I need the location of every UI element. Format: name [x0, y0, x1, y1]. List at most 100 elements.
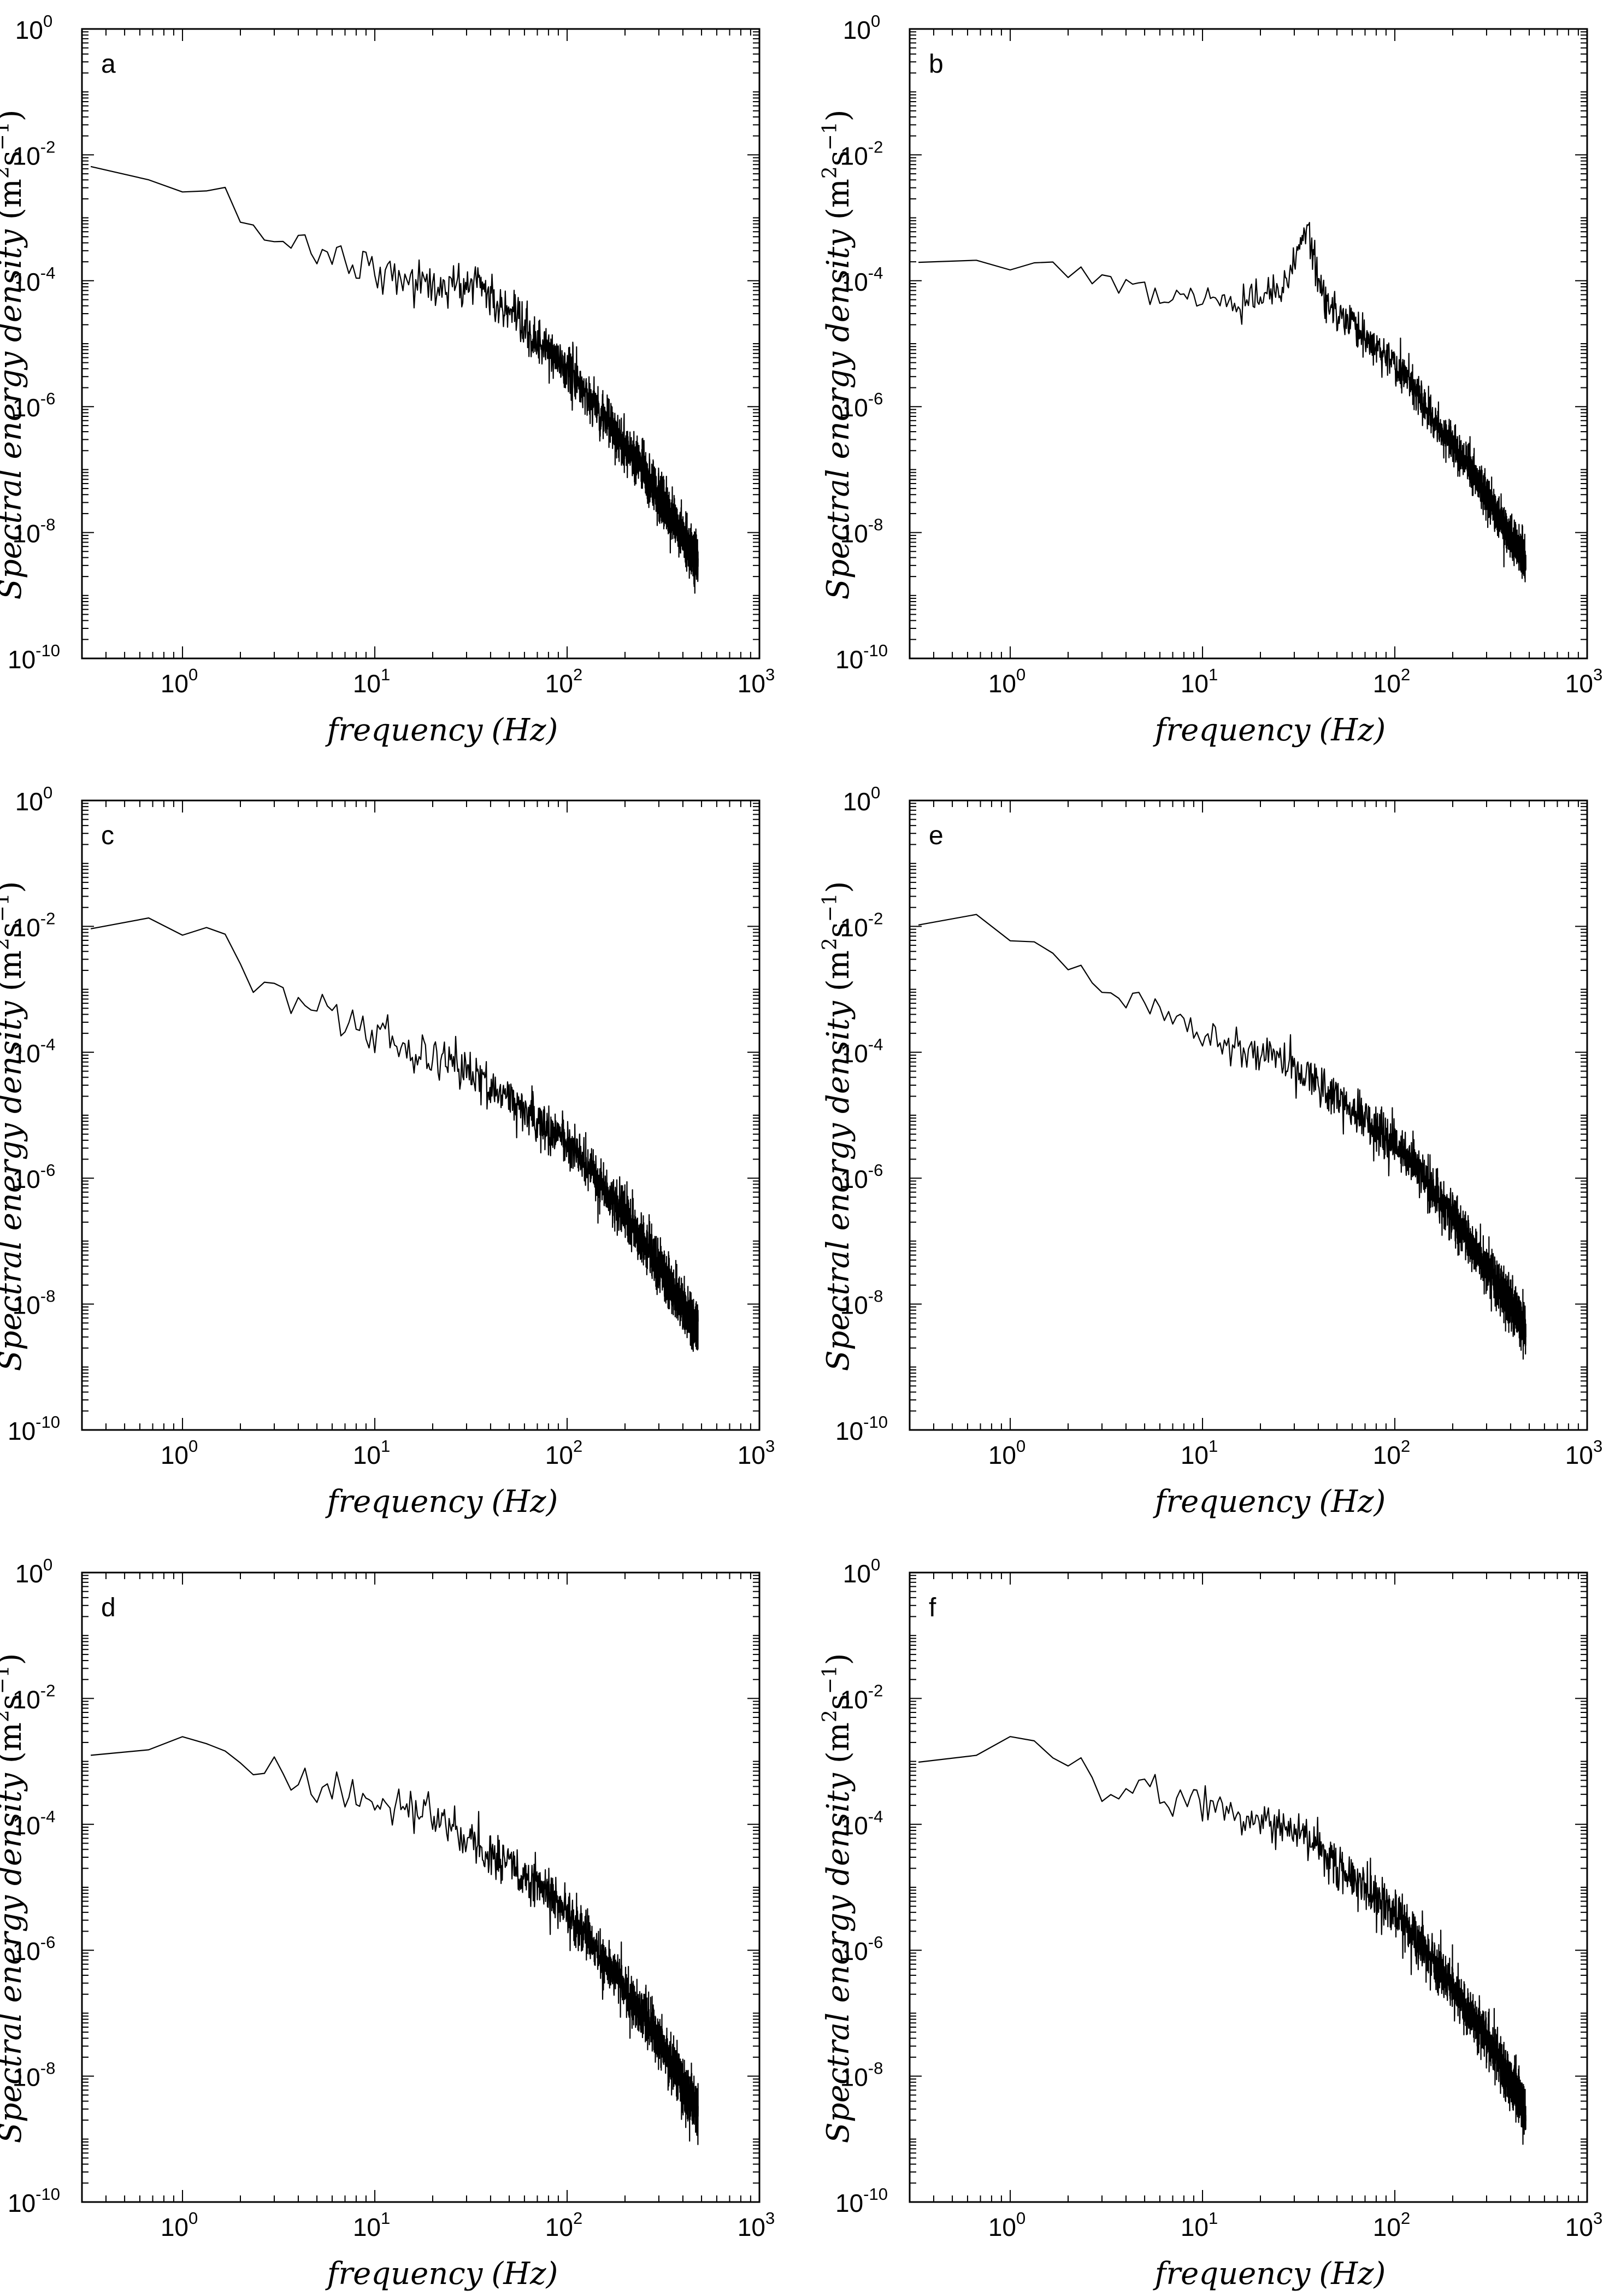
svg-text:Spectral energy density(m2s−1): Spectral energy density(m2s−1): [819, 1653, 856, 2144]
panel-a: 100 101 102 103 100 10-2 10-4 10-6 10-8 10-10 a fre…: [0, 11, 775, 748]
x-tick-label: 103: [738, 665, 775, 698]
y-axis-title: Spectral energy density(m2s−1): [0, 110, 28, 600]
y-tick-label: 10-2: [840, 909, 883, 941]
y-tick-label: 10-4: [840, 1035, 883, 1068]
x-tick-label: 102: [545, 2209, 582, 2241]
y-tick-label: 10-6: [840, 1161, 883, 1193]
x-tick-label: 102: [1373, 2209, 1410, 2241]
y-tick-label: 10-10: [835, 1412, 888, 1445]
y-tick-label: 10-4: [13, 1807, 56, 1840]
spectrum-line-c: [90, 917, 699, 1352]
y-tick-label: 10-4: [840, 1807, 883, 1840]
y-tick-label: 10-8: [840, 1287, 883, 1320]
x-tick-label: 101: [1181, 1437, 1218, 1469]
x-tick-label: 102: [1373, 1437, 1410, 1469]
x-axis-title: frequency (Hz): [1153, 713, 1386, 748]
panel-b: 100 101 102 103 100 10-2 10-4 10-6 10-8 10-10 b fre…: [819, 11, 1602, 748]
x-tick-label: 101: [1181, 665, 1218, 698]
y-tick-label: 10-8: [13, 1287, 56, 1320]
spectrum-line-f: [918, 1736, 1526, 2145]
y-tick-label: 10-10: [8, 1412, 60, 1445]
x-tick-label: 103: [1565, 1437, 1602, 1469]
x-axis-title: frequency (Hz): [1153, 1484, 1386, 1520]
y-tick-label: 10-6: [13, 389, 56, 422]
x-tick-label: 100: [161, 2209, 198, 2241]
y-tick-label: 100: [15, 11, 52, 44]
panel-letter: e: [929, 821, 944, 850]
x-tick-label: 103: [1565, 665, 1602, 698]
panel-c: 100 101 102 103 100 10-2 10-4 10-6 10-8 10-10 c fre…: [0, 783, 775, 1520]
y-tick-label: 100: [843, 1555, 880, 1588]
x-tick-label: 100: [988, 1437, 1025, 1469]
x-tick-label: 100: [988, 665, 1025, 698]
y-tick-label: 100: [15, 1555, 52, 1588]
y-tick-label: 100: [843, 11, 880, 44]
x-tick-label: 103: [738, 2209, 775, 2241]
panel-letter: b: [929, 50, 944, 79]
x-tick-label: 102: [545, 1437, 582, 1469]
y-tick-label: 10-2: [13, 137, 56, 170]
x-axis-title: frequency (Hz): [325, 1484, 558, 1520]
plot-area-frame: [81, 1571, 761, 2203]
x-tick-label: 101: [1181, 2209, 1218, 2241]
y-axis-title: Spectral energy density(m2s−1): [0, 1653, 28, 2144]
panel-letter: a: [101, 50, 116, 79]
x-tick-label: 102: [545, 665, 582, 698]
y-tick-label: 10-8: [13, 515, 56, 548]
svg-text:Spectral energy density(m2s−1): Spectral energy density(m2s−1): [819, 110, 856, 600]
y-tick-label: 10-4: [13, 263, 56, 296]
spectrum-line-d: [90, 1736, 699, 2145]
x-tick-label: 101: [353, 2209, 390, 2241]
panel-letter: f: [929, 1593, 936, 1622]
y-axis-title: Spectral energy density(m2s−1): [819, 1653, 856, 2144]
svg-text:Spectral energy density(m2s−1): Spectral energy density(m2s−1): [819, 881, 856, 1371]
plot-area-frame: [81, 799, 761, 1431]
y-tick-label: 10-4: [13, 1035, 56, 1068]
x-axis-title: frequency (Hz): [325, 713, 558, 748]
y-tick-label: 10-6: [840, 1933, 883, 1965]
y-tick-label: 10-8: [840, 2059, 883, 2092]
svg-text:Spectral energy density(m2s−1): Spectral energy density(m2s−1): [0, 110, 28, 600]
panel-letter: d: [101, 1593, 116, 1622]
svg-text:Spectral energy density(m2s−1): Spectral energy density(m2s−1): [0, 881, 28, 1371]
x-axis-title: frequency (Hz): [1153, 2256, 1386, 2292]
plot-area-frame: [81, 28, 761, 660]
y-tick-label: 10-2: [13, 909, 56, 941]
x-tick-label: 101: [353, 1437, 390, 1469]
spectrum-line-a: [90, 166, 699, 594]
y-tick-label: 10-10: [835, 641, 888, 674]
y-tick-label: 10-6: [13, 1161, 56, 1193]
y-axis-title: Spectral energy density(m2s−1): [819, 881, 856, 1371]
plot-area-frame: [909, 1571, 1588, 2203]
x-tick-label: 100: [161, 665, 198, 698]
y-axis-title: Spectral energy density(m2s−1): [819, 110, 856, 600]
y-tick-label: 10-2: [840, 1681, 883, 1714]
panel-letter: c: [101, 821, 114, 850]
x-tick-label: 103: [738, 1437, 775, 1469]
y-tick-label: 10-2: [840, 137, 883, 170]
x-tick-label: 101: [353, 665, 390, 698]
panel-f: 100 101 102 103 100 10-2 10-4 10-6 10-8 10-10 f fre…: [819, 1555, 1602, 2292]
y-tick-label: 10-6: [13, 1933, 56, 1965]
svg-text:Spectral energy density(m2s−1): Spectral energy density(m2s−1): [0, 1653, 28, 2144]
y-tick-label: 100: [15, 783, 52, 816]
y-tick-label: 10-6: [840, 389, 883, 422]
x-tick-label: 102: [1373, 665, 1410, 698]
panel-e: 100 101 102 103 100 10-2 10-4 10-6 10-8 10-10 e fre…: [819, 783, 1602, 1520]
panel-d: 100 101 102 103 100 10-2 10-4 10-6 10-8 10-10 d fre…: [0, 1555, 775, 2292]
spectrum-line-e: [918, 914, 1526, 1360]
y-tick-label: 10-8: [13, 2059, 56, 2092]
x-tick-label: 103: [1565, 2209, 1602, 2241]
y-tick-label: 10-10: [8, 641, 60, 674]
y-tick-label: 10-4: [840, 263, 883, 296]
plot-area-frame: [909, 28, 1588, 660]
y-tick-label: 10-2: [13, 1681, 56, 1714]
x-axis-title: frequency (Hz): [325, 2256, 558, 2292]
x-tick-label: 100: [161, 1437, 198, 1469]
y-tick-label: 10-8: [840, 515, 883, 548]
plot-area-frame: [909, 799, 1588, 1431]
y-tick-label: 10-10: [8, 2185, 60, 2217]
y-axis-title: Spectral energy density(m2s−1): [0, 881, 28, 1371]
x-tick-label: 100: [988, 2209, 1025, 2241]
